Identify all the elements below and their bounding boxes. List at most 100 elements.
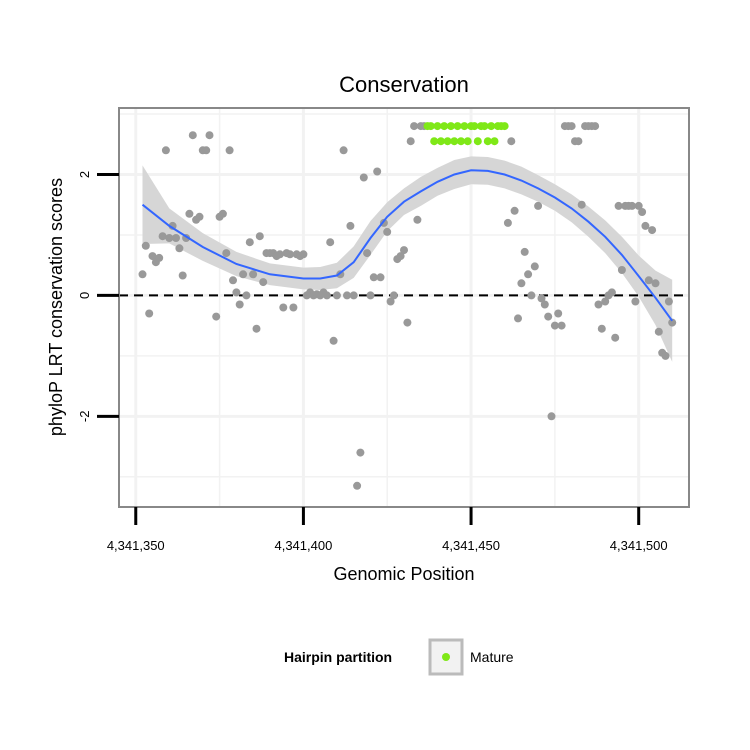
point-other-100: [557, 321, 566, 330]
point-other-68: [369, 273, 378, 282]
point-other-66: [363, 249, 372, 258]
point-other-121: [628, 201, 636, 210]
smooth-line: [141, 169, 674, 322]
point-other-29: [239, 270, 248, 279]
legend-title: Hairpin partition: [284, 649, 392, 665]
point-mature-14: [470, 122, 479, 131]
point-other-112: [597, 324, 606, 333]
point-other-129: [654, 327, 663, 336]
confidence-ribbon: [142, 156, 673, 362]
point-other-10: [172, 234, 180, 242]
point-mature-11: [460, 122, 469, 131]
point-other-32: [249, 270, 258, 279]
point-other-26: [229, 276, 237, 285]
y-axis: -2 0 2: [77, 171, 119, 422]
point-other-99: [554, 309, 563, 318]
point-other-2: [145, 309, 154, 318]
point-other-12: [178, 271, 187, 280]
point-other-14: [185, 209, 194, 218]
y-tick-label-2: 2: [77, 171, 92, 178]
point-mature-8: [450, 137, 459, 146]
point-other-128: [651, 279, 660, 288]
point-mature-23: [500, 122, 509, 131]
point-mature-20: [490, 137, 499, 146]
point-other-74: [389, 291, 398, 300]
point-other-20: [205, 131, 214, 140]
point-other-35: [259, 278, 268, 287]
x-axis: 4,341,350 4,341,400 4,341,450 4,341,500: [107, 507, 668, 553]
point-other-62: [349, 291, 358, 300]
grid-lines: [119, 108, 689, 507]
point-other-127: [648, 226, 657, 235]
x-tick-label-3: 4,341,500: [610, 538, 668, 553]
y-axis-title: phyloP LRT conservation scores: [46, 178, 66, 436]
x-tick-label-0: 4,341,350: [107, 538, 165, 553]
point-other-124: [638, 208, 647, 216]
point-other-31: [245, 238, 254, 247]
point-other-86: [510, 206, 519, 215]
x-tick-label-1: 4,341,400: [274, 538, 332, 553]
smooth-path: [141, 169, 674, 322]
point-other-85: [507, 137, 516, 146]
point-other-25: [225, 146, 234, 155]
point-other-81: [413, 215, 422, 224]
point-other-122: [631, 297, 640, 306]
chart-title: Conservation: [339, 72, 469, 97]
y-tick-label-1: 0: [77, 292, 92, 299]
point-mature-19: [487, 122, 496, 131]
point-other-21: [212, 312, 221, 321]
point-mature-7: [446, 122, 455, 131]
point-other-118: [617, 266, 626, 274]
point-other-43: [286, 250, 294, 259]
y-tick-label-0: -2: [77, 411, 92, 423]
legend-marker-mature: [442, 653, 450, 661]
point-other-72: [383, 227, 392, 236]
point-other-78: [403, 318, 412, 327]
point-other-73: [386, 297, 395, 306]
point-other-15: [188, 131, 197, 140]
point-other-132: [664, 297, 673, 306]
point-other-33: [252, 324, 261, 333]
point-other-24: [222, 249, 231, 258]
point-other-116: [611, 333, 620, 342]
point-mature-18: [483, 137, 492, 146]
point-mature-3: [433, 122, 442, 131]
point-other-59: [339, 146, 348, 155]
point-mature-12: [463, 137, 472, 146]
point-mature-2: [430, 137, 439, 146]
panel-border: [118, 107, 690, 508]
point-other-125: [641, 221, 650, 230]
point-other-117: [614, 201, 623, 210]
point-mature-10: [457, 137, 465, 146]
point-other-8: [165, 234, 174, 242]
point-mature-1: [426, 122, 435, 131]
point-mature-6: [443, 137, 452, 146]
point-other-64: [356, 448, 365, 457]
point-other-91: [527, 291, 536, 300]
point-other-79: [406, 137, 415, 146]
point-other-133: [668, 318, 677, 327]
point-other-47: [299, 250, 308, 259]
point-other-60: [343, 291, 351, 300]
point-other-115: [607, 288, 616, 297]
point-other-61: [346, 221, 355, 230]
point-other-44: [289, 303, 298, 312]
point-other-65: [359, 173, 368, 182]
point-other-111: [594, 300, 603, 309]
point-other-89: [520, 247, 529, 256]
point-mature-17: [480, 122, 489, 131]
point-other-131: [661, 351, 670, 360]
point-other-28: [235, 300, 244, 309]
point-other-40: [275, 250, 284, 259]
point-other-54: [322, 291, 331, 300]
point-other-19: [202, 146, 211, 155]
point-other-126: [644, 276, 653, 285]
point-other-30: [242, 291, 251, 300]
point-other-5: [155, 253, 164, 262]
legend: Hairpin partition Mature: [284, 638, 514, 676]
point-other-90: [524, 270, 533, 279]
point-other-105: [574, 137, 583, 146]
point-other-17: [195, 212, 204, 221]
point-other-77: [400, 246, 408, 255]
